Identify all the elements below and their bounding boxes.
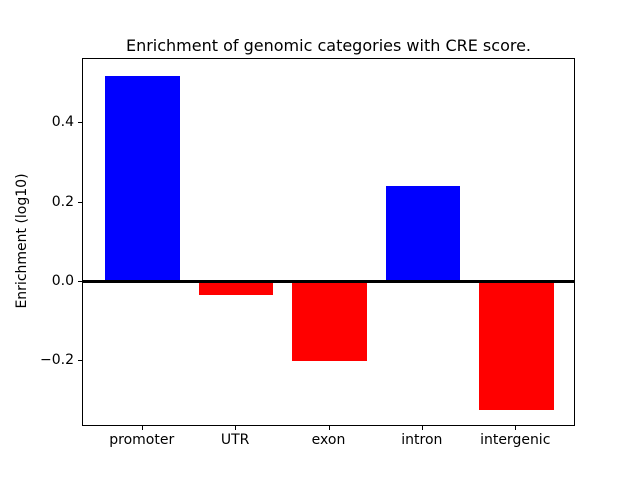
bar-intron xyxy=(385,185,461,282)
y-axis-label: Enrichment (log10) xyxy=(14,173,30,309)
x-tick-mark xyxy=(141,426,143,430)
zero-line xyxy=(83,280,574,284)
bar-intergenic xyxy=(478,281,554,411)
y-tick-label: −0.2 xyxy=(40,352,74,369)
x-tick-mark xyxy=(515,426,517,430)
y-tick-label: 0.2 xyxy=(51,193,74,210)
y-tick-mark xyxy=(78,280,82,282)
x-tick-label-promoter: promoter xyxy=(109,432,175,448)
x-tick-label-intron: intron xyxy=(401,432,443,448)
y-tick-mark xyxy=(78,122,82,124)
y-tick-label: 0.0 xyxy=(51,272,74,289)
x-tick-mark xyxy=(235,426,237,430)
plot-area xyxy=(82,58,575,426)
x-tick-mark xyxy=(421,426,423,430)
x-tick-label-exon: exon xyxy=(311,432,346,448)
x-tick-label-intergenic: intergenic xyxy=(480,432,551,448)
x-tick-label-UTR: UTR xyxy=(220,432,250,448)
y-tick-mark xyxy=(78,201,82,203)
chart-title: Enrichment of genomic categories with CR… xyxy=(125,36,532,55)
bar-exon xyxy=(292,281,367,362)
bar-promoter xyxy=(105,75,181,282)
y-tick-label: 0.4 xyxy=(51,114,74,131)
y-tick-mark xyxy=(78,360,82,362)
x-tick-mark xyxy=(328,426,330,430)
bar-UTR xyxy=(198,281,274,295)
